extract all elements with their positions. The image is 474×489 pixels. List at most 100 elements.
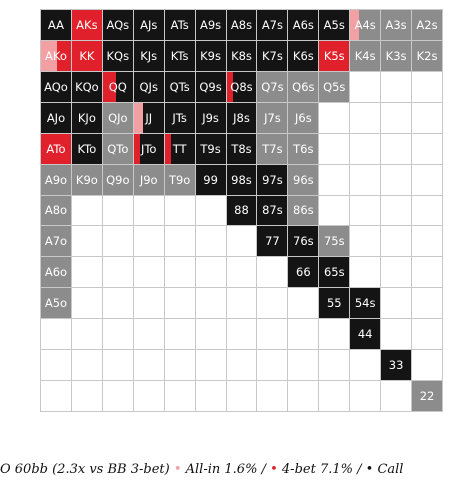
- hand-cell-empty[interactable]: [226, 226, 257, 257]
- hand-cell-empty[interactable]: [71, 195, 102, 226]
- hand-cell-a7s[interactable]: A7s: [257, 10, 288, 40]
- hand-cell-a8s[interactable]: A8s: [226, 10, 257, 40]
- hand-cell-a5o[interactable]: A5o: [41, 288, 71, 319]
- hand-cell-22[interactable]: 22: [412, 381, 442, 411]
- hand-cell-k9s[interactable]: K9s: [195, 40, 226, 71]
- hand-cell-77[interactable]: 77: [257, 226, 288, 257]
- hand-cell-empty[interactable]: [412, 195, 442, 226]
- hand-cell-empty[interactable]: [412, 257, 442, 288]
- hand-cell-empty[interactable]: [102, 350, 133, 381]
- hand-cell-empty[interactable]: [195, 226, 226, 257]
- hand-cell-empty[interactable]: [381, 319, 412, 350]
- hand-cell-empty[interactable]: [195, 257, 226, 288]
- hand-cell-empty[interactable]: [350, 102, 381, 133]
- hand-cell-q9s[interactable]: Q9s: [195, 71, 226, 102]
- hand-cell-a8o[interactable]: A8o: [41, 195, 71, 226]
- hand-cell-empty[interactable]: [319, 381, 350, 411]
- hand-cell-t9o[interactable]: T9o: [164, 164, 195, 195]
- hand-cell-empty[interactable]: [319, 164, 350, 195]
- hand-cell-empty[interactable]: [381, 257, 412, 288]
- hand-cell-65s[interactable]: 65s: [319, 257, 350, 288]
- hand-cell-empty[interactable]: [381, 381, 412, 411]
- hand-cell-empty[interactable]: [195, 350, 226, 381]
- hand-cell-k9o[interactable]: K9o: [71, 164, 102, 195]
- hand-cell-empty[interactable]: [288, 288, 319, 319]
- hand-cell-t7s[interactable]: T7s: [257, 133, 288, 164]
- hand-cell-kqo[interactable]: KQo: [71, 71, 102, 102]
- hand-cell-empty[interactable]: [164, 319, 195, 350]
- hand-cell-empty[interactable]: [102, 195, 133, 226]
- hand-cell-qts[interactable]: QTs: [164, 71, 195, 102]
- hand-cell-empty[interactable]: [133, 350, 164, 381]
- hand-cell-ato[interactable]: ATo: [41, 133, 71, 164]
- hand-cell-empty[interactable]: [226, 257, 257, 288]
- hand-cell-empty[interactable]: [288, 350, 319, 381]
- hand-cell-empty[interactable]: [350, 350, 381, 381]
- hand-cell-q5s[interactable]: Q5s: [319, 71, 350, 102]
- hand-cell-86s[interactable]: 86s: [288, 195, 319, 226]
- hand-cell-q9o[interactable]: Q9o: [102, 164, 133, 195]
- hand-cell-empty[interactable]: [319, 350, 350, 381]
- hand-cell-t8s[interactable]: T8s: [226, 133, 257, 164]
- hand-cell-j9s[interactable]: J9s: [195, 102, 226, 133]
- hand-cell-55[interactable]: 55: [319, 288, 350, 319]
- hand-cell-empty[interactable]: [195, 288, 226, 319]
- hand-cell-empty[interactable]: [288, 319, 319, 350]
- hand-cell-j7s[interactable]: J7s: [257, 102, 288, 133]
- hand-cell-empty[interactable]: [133, 195, 164, 226]
- hand-cell-empty[interactable]: [71, 319, 102, 350]
- hand-cell-k4s[interactable]: K4s: [350, 40, 381, 71]
- hand-cell-empty[interactable]: [412, 71, 442, 102]
- hand-cell-empty[interactable]: [71, 288, 102, 319]
- hand-cell-empty[interactable]: [381, 133, 412, 164]
- hand-cell-empty[interactable]: [257, 288, 288, 319]
- hand-cell-empty[interactable]: [102, 257, 133, 288]
- hand-cell-97s[interactable]: 97s: [257, 164, 288, 195]
- hand-cell-tt[interactable]: TT: [164, 133, 195, 164]
- hand-cell-empty[interactable]: [412, 226, 442, 257]
- hand-cell-empty[interactable]: [257, 319, 288, 350]
- hand-cell-qjo[interactable]: QJo: [102, 102, 133, 133]
- hand-cell-empty[interactable]: [319, 133, 350, 164]
- hand-cell-empty[interactable]: [195, 195, 226, 226]
- hand-cell-empty[interactable]: [71, 350, 102, 381]
- hand-cell-a9o[interactable]: A9o: [41, 164, 71, 195]
- hand-cell-kto[interactable]: KTo: [71, 133, 102, 164]
- hand-cell-empty[interactable]: [381, 195, 412, 226]
- hand-cell-a4s[interactable]: A4s: [350, 10, 381, 40]
- hand-cell-empty[interactable]: [133, 257, 164, 288]
- hand-cell-empty[interactable]: [319, 319, 350, 350]
- hand-cell-k5s[interactable]: K5s: [319, 40, 350, 71]
- hand-cell-empty[interactable]: [257, 350, 288, 381]
- hand-cell-empty[interactable]: [164, 350, 195, 381]
- hand-cell-empty[interactable]: [412, 288, 442, 319]
- hand-cell-empty[interactable]: [350, 71, 381, 102]
- hand-cell-kjo[interactable]: KJo: [71, 102, 102, 133]
- hand-cell-empty[interactable]: [350, 164, 381, 195]
- hand-cell-jts[interactable]: JTs: [164, 102, 195, 133]
- hand-cell-aks[interactable]: AKs: [71, 10, 102, 40]
- hand-cell-empty[interactable]: [71, 226, 102, 257]
- hand-cell-qto[interactable]: QTo: [102, 133, 133, 164]
- hand-cell-a5s[interactable]: A5s: [319, 10, 350, 40]
- hand-cell-54s[interactable]: 54s: [350, 288, 381, 319]
- hand-cell-33[interactable]: 33: [381, 350, 412, 381]
- hand-cell-empty[interactable]: [102, 226, 133, 257]
- hand-cell-99[interactable]: 99: [195, 164, 226, 195]
- hand-cell-jto[interactable]: JTo: [133, 133, 164, 164]
- hand-cell-98s[interactable]: 98s: [226, 164, 257, 195]
- hand-cell-k7s[interactable]: K7s: [257, 40, 288, 71]
- hand-cell-empty[interactable]: [133, 226, 164, 257]
- hand-cell-76s[interactable]: 76s: [288, 226, 319, 257]
- hand-cell-88[interactable]: 88: [226, 195, 257, 226]
- hand-cell-empty[interactable]: [412, 350, 442, 381]
- hand-cell-66[interactable]: 66: [288, 257, 319, 288]
- hand-cell-empty[interactable]: [288, 381, 319, 411]
- hand-cell-kk[interactable]: KK: [71, 40, 102, 71]
- hand-cell-empty[interactable]: [381, 226, 412, 257]
- hand-cell-kjs[interactable]: KJs: [133, 40, 164, 71]
- hand-cell-87s[interactable]: 87s: [257, 195, 288, 226]
- hand-cell-empty[interactable]: [412, 164, 442, 195]
- hand-cell-empty[interactable]: [195, 319, 226, 350]
- hand-cell-empty[interactable]: [381, 288, 412, 319]
